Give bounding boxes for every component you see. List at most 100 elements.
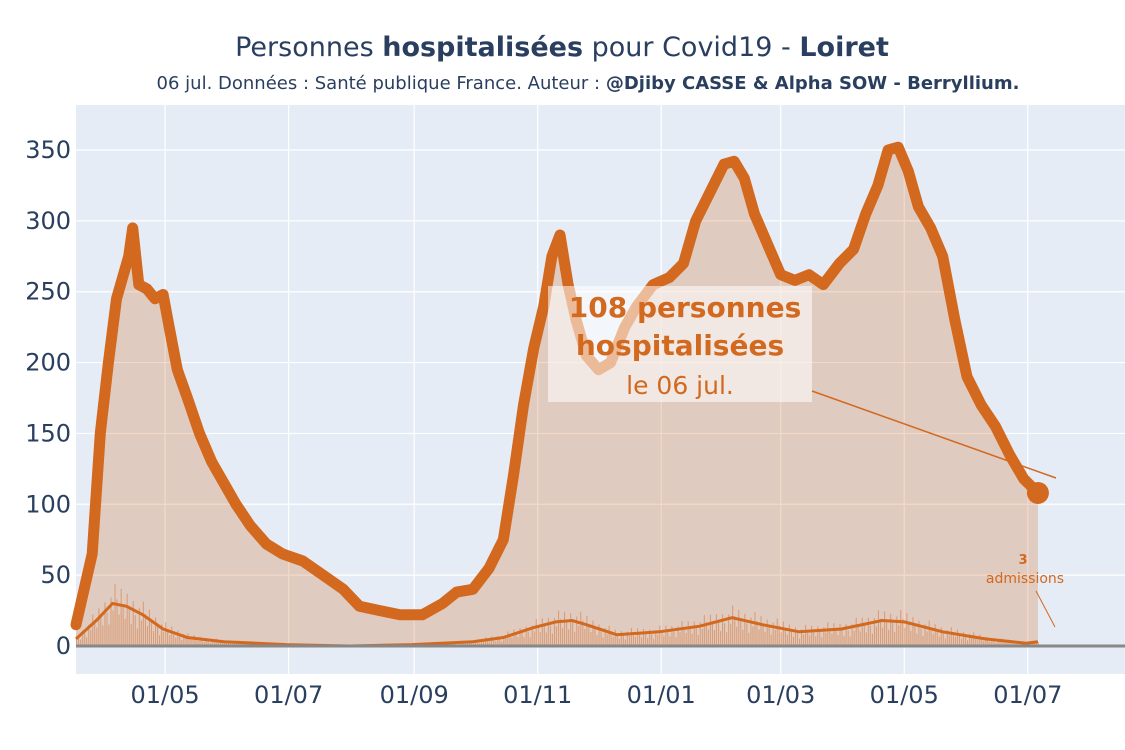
admission-bar [102,625,104,646]
admission-bar [999,641,1001,646]
admission-bar [916,633,918,646]
admission-bar [177,630,179,646]
admission-bar [833,623,835,646]
admission-bar [691,633,693,646]
admission-bar [142,601,144,646]
admission-bar [626,631,628,646]
admission-bar [873,618,875,646]
admission-bar [663,635,665,646]
admission-bar [602,637,604,646]
admission-bar [720,631,722,646]
admission-bar [501,641,503,646]
admission-bar [566,620,568,646]
admission-bar [659,625,661,646]
x-tick-label: 01/03 [746,681,815,709]
admission-bar [851,624,853,646]
chart-title: Personnes hospitalisées pour Covid19 - L… [235,32,889,63]
admission-bar [912,617,914,646]
admission-bar [144,614,146,646]
admission-bar [730,624,732,646]
admission-bar [153,631,155,646]
admission-bar [120,588,122,646]
admission-bar [572,622,574,646]
admission-bar [86,637,88,646]
admission-bar [549,625,551,646]
admission-bar [908,622,910,646]
admission-bar [715,614,717,646]
admission-bar [614,629,616,646]
y-tick-label: 0 [56,632,71,660]
admission-bar [485,637,487,646]
admission-bar [155,617,157,646]
admission-bar [562,627,564,646]
admission-bar [578,625,580,646]
x-tick-label: 01/09 [380,681,449,709]
admission-bar [857,624,859,646]
admission-bar [728,614,730,646]
admission-bar [843,635,845,646]
title-bold-1: hospitalisées [382,32,583,63]
admission-bar [928,620,930,646]
admission-bar [88,624,90,646]
title-bold-2: Loiret [799,32,889,63]
admission-bar [78,637,80,646]
admission-bar [940,627,942,646]
admission-bar [861,617,863,646]
admission-bar [163,632,165,646]
admission-bar [884,611,886,646]
admission-bar [458,641,460,646]
admission-bar [950,627,952,646]
admission-bar [849,636,851,646]
admission-bar [632,632,634,646]
admission-bar [586,616,588,646]
admission-bar [229,642,231,646]
admission-bar [108,624,110,646]
admission-bar [515,633,517,646]
admission-bar [790,630,792,646]
admission-bar [718,622,720,646]
admission-bar [859,631,861,646]
admission-bar [1009,641,1011,646]
admission-bar [732,605,734,646]
admission-bar [661,630,663,646]
admission-bar [76,636,78,646]
admission-bar [1037,642,1039,646]
admission-bar [871,633,873,646]
admission-bar [991,638,993,646]
admission-bar [555,626,557,646]
admission-bar [942,633,944,646]
annotation-box [548,286,812,402]
hospitalized-line [70,141,1044,631]
admission-bar [958,634,960,646]
admission-bar [527,631,529,646]
admission-bar [671,626,673,646]
admission-bar [489,641,491,646]
admission-bar [689,627,691,646]
admission-bar [92,614,94,646]
admission-bar [130,623,132,646]
admission-bar [201,639,203,646]
admission-bar [758,629,760,646]
admission-bar [892,623,894,646]
admission-bar [681,621,683,646]
admission-bar [211,639,213,646]
admission-bar [782,621,784,646]
admission-bar [560,619,562,646]
admission-bar [624,639,626,646]
admission-bar [564,611,566,646]
admission-bar [987,639,989,646]
admission-bar [537,625,539,646]
y-tick-label: 300 [25,207,71,235]
x-tick-label: 01/11 [503,681,572,709]
admission-bar [497,636,499,646]
admission-bar [203,642,205,646]
admission-bar [973,632,975,646]
admission-bar [699,622,701,646]
admission-bar [969,634,971,646]
admission-bar [124,618,126,646]
admission-bar [175,637,177,646]
admission-bar [794,627,796,646]
admission-bar [697,635,699,646]
admission-bar [1005,642,1007,646]
admission-bar [778,625,780,646]
